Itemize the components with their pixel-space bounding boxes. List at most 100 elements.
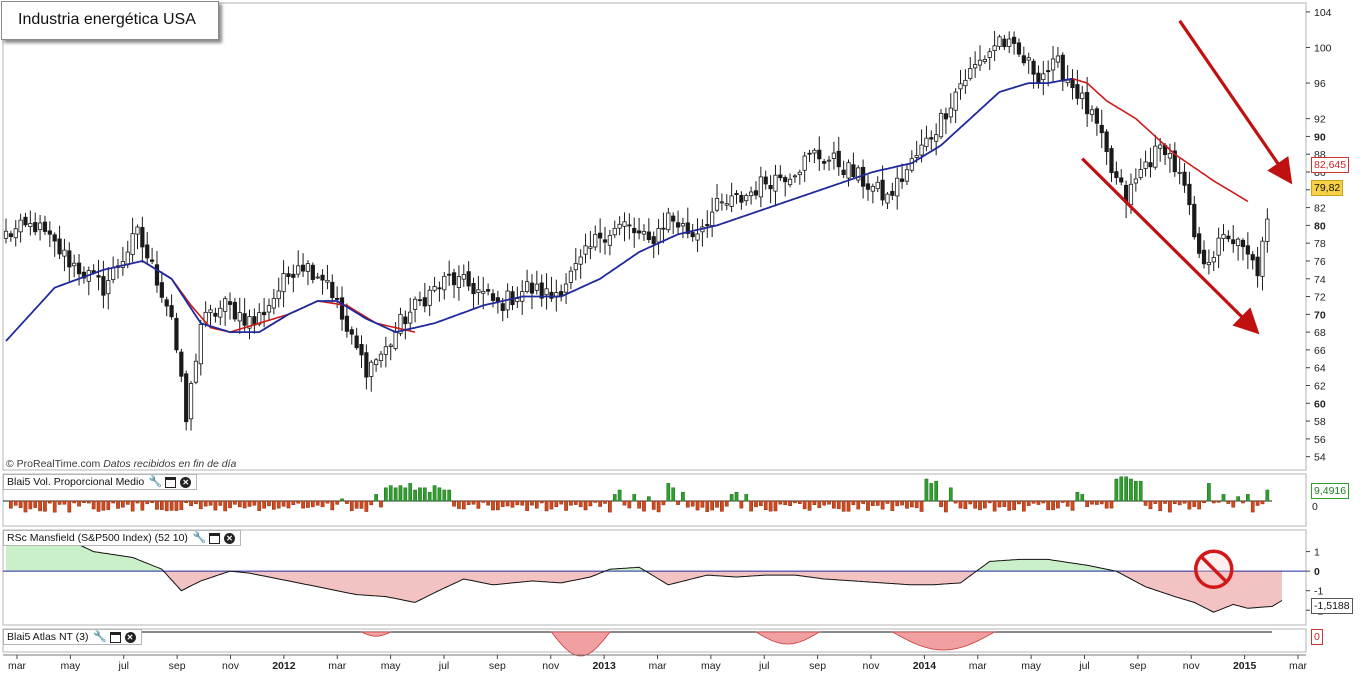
window-icon[interactable] bbox=[208, 532, 220, 544]
volume-bar bbox=[218, 500, 223, 506]
candle bbox=[1245, 245, 1250, 255]
volume-bar bbox=[973, 500, 977, 509]
candle bbox=[1236, 238, 1241, 247]
candle bbox=[1221, 233, 1226, 239]
volume-bar bbox=[369, 500, 374, 506]
volume-bar bbox=[598, 500, 602, 507]
candle bbox=[471, 283, 476, 295]
x-tick-label: sep bbox=[169, 660, 186, 672]
candle bbox=[802, 155, 807, 171]
volume-bar bbox=[1265, 489, 1270, 502]
x-tick-label: sep bbox=[489, 660, 506, 672]
volume-bar bbox=[379, 500, 383, 508]
candle bbox=[169, 305, 174, 318]
candle bbox=[223, 298, 228, 312]
volume-bar bbox=[491, 500, 495, 511]
atlas-lobe bbox=[361, 631, 391, 637]
candle bbox=[378, 353, 384, 362]
volume-bar bbox=[1041, 500, 1046, 504]
credit-text: © ProRealTime.com Datos recibidos en fin… bbox=[6, 458, 236, 470]
close-icon[interactable]: ✕ bbox=[180, 476, 192, 488]
candle bbox=[125, 251, 130, 266]
mansfield-line bbox=[5, 537, 1283, 613]
volume-bar bbox=[905, 500, 909, 509]
volume-bar bbox=[588, 500, 593, 507]
volume-bar bbox=[987, 500, 992, 504]
wrench-icon[interactable]: 🔧 bbox=[192, 531, 207, 544]
volume-bar bbox=[111, 500, 115, 504]
candle bbox=[744, 195, 749, 202]
candle bbox=[622, 221, 627, 227]
close-icon[interactable]: ✕ bbox=[223, 532, 235, 544]
volume-bar bbox=[856, 500, 861, 510]
candle bbox=[57, 238, 62, 255]
x-tick-label: may bbox=[60, 660, 81, 672]
x-tick-label: nov bbox=[222, 660, 240, 672]
volume-bar bbox=[861, 500, 865, 504]
candle bbox=[130, 233, 135, 255]
candle bbox=[598, 232, 603, 239]
volume-bar bbox=[812, 500, 817, 505]
volume-bar bbox=[958, 500, 963, 509]
candle bbox=[1153, 145, 1158, 168]
wrench-icon[interactable]: 🔧 bbox=[93, 630, 107, 643]
y-tick-label: 70 bbox=[1314, 309, 1326, 321]
close-icon[interactable]: ✕ bbox=[124, 631, 136, 643]
volume-bar bbox=[408, 483, 413, 502]
volume-bar bbox=[1099, 500, 1104, 505]
candle bbox=[568, 270, 574, 283]
volume-bar bbox=[296, 500, 301, 504]
volume-bar bbox=[690, 500, 695, 507]
y-tick-label: 62 bbox=[1314, 380, 1326, 392]
volume-bar bbox=[724, 500, 729, 507]
volume-bar bbox=[330, 500, 335, 511]
volume-bar bbox=[1017, 500, 1021, 505]
candle bbox=[208, 309, 213, 313]
volume-bar bbox=[622, 500, 627, 506]
candle bbox=[968, 68, 973, 80]
candle bbox=[3, 230, 9, 239]
volume-bar bbox=[914, 500, 919, 509]
candle bbox=[383, 346, 388, 355]
volume-bar bbox=[1065, 500, 1070, 507]
volume-bar bbox=[62, 500, 67, 505]
volume-bar bbox=[1192, 500, 1197, 507]
candle bbox=[1016, 42, 1022, 55]
trend-arrow-lower bbox=[1081, 157, 1260, 335]
x-tick-label: mar bbox=[8, 660, 27, 672]
volume-bar bbox=[208, 500, 213, 506]
candle bbox=[934, 134, 939, 142]
atlas-lobe bbox=[550, 631, 611, 657]
candle bbox=[344, 315, 350, 332]
candle bbox=[1192, 203, 1197, 238]
volume-bar bbox=[52, 500, 57, 513]
candle bbox=[758, 176, 763, 198]
volume-bar bbox=[841, 500, 846, 512]
candle bbox=[1182, 171, 1187, 186]
candle bbox=[1036, 72, 1041, 84]
volume-bar bbox=[398, 485, 403, 502]
volume-bar bbox=[1148, 500, 1153, 510]
wrench-icon[interactable]: 🔧 bbox=[148, 475, 163, 488]
volume-bar bbox=[608, 500, 612, 513]
volume-bar bbox=[179, 500, 184, 510]
candle bbox=[549, 291, 554, 299]
volume-bar bbox=[880, 500, 885, 510]
volume-bar bbox=[1216, 500, 1221, 503]
y-tick-label: 86 bbox=[1314, 167, 1326, 179]
volume-bar bbox=[997, 500, 1002, 508]
candle bbox=[408, 311, 413, 324]
volume-bar bbox=[534, 500, 539, 509]
candle bbox=[612, 227, 617, 236]
candle bbox=[632, 227, 637, 234]
volume-bar bbox=[944, 500, 948, 513]
volume-bar bbox=[744, 494, 749, 502]
window-icon[interactable] bbox=[165, 476, 177, 488]
atlas-last-tag: 0 bbox=[1311, 629, 1323, 645]
volume-bar bbox=[583, 500, 588, 511]
candle bbox=[1002, 38, 1007, 48]
window-icon[interactable] bbox=[109, 631, 121, 643]
candle bbox=[646, 231, 651, 241]
volume-bar bbox=[116, 500, 120, 509]
volume-bar bbox=[388, 485, 393, 502]
